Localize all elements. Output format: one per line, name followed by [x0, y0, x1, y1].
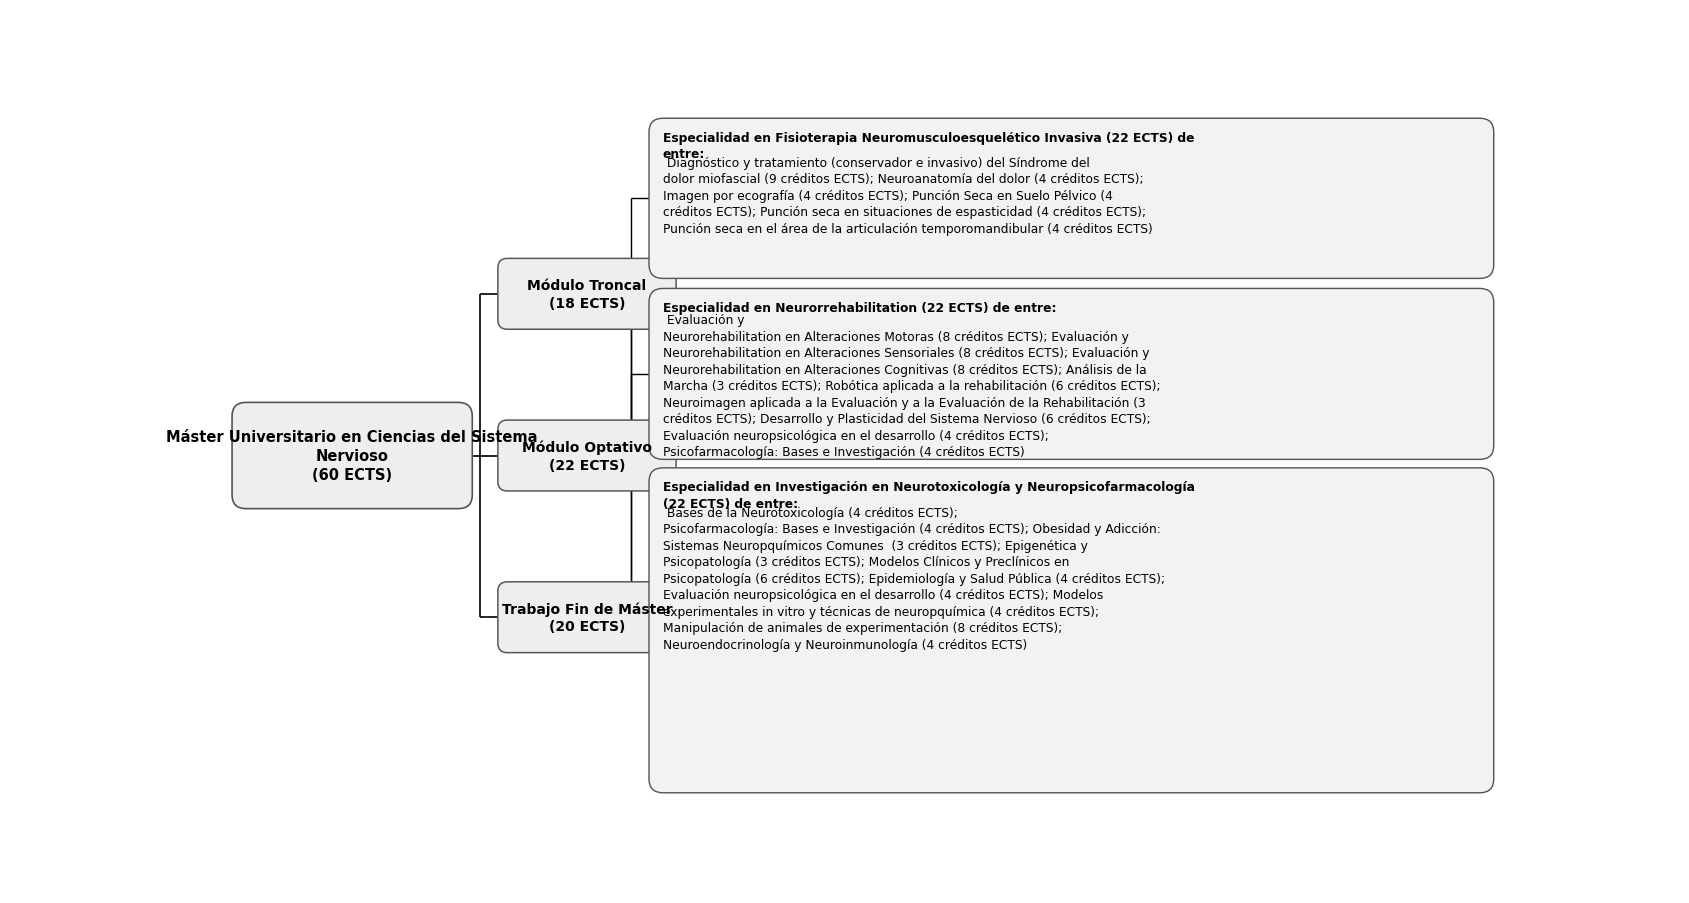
- Text: Módulo Optativo
(22 ECTS): Módulo Optativo (22 ECTS): [522, 440, 652, 472]
- Text: Especialidad en Fisioterapia Neuromusculoesquelético Invasiva (22 ECTS) de
entre: Especialidad en Fisioterapia Neuromuscul…: [664, 132, 1194, 161]
- Text: Evaluación y
Neurorehabilitation en Alteraciones Motoras (8 créditos ECTS); Eval: Evaluación y Neurorehabilitation en Alte…: [664, 314, 1160, 459]
- Text: Especialidad en Investigación en Neurotoxicología y Neuropsicofarmacología
(22 E: Especialidad en Investigación en Neuroto…: [664, 480, 1194, 510]
- FancyBboxPatch shape: [649, 469, 1493, 793]
- Text: Especialidad en Neurorrehabilitation (22 ECTS) de entre:: Especialidad en Neurorrehabilitation (22…: [664, 302, 1056, 314]
- Text: Máster Universitario en Ciencias del Sistema
Nervioso
(60 ECTS): Máster Universitario en Ciencias del Sis…: [167, 429, 537, 483]
- FancyBboxPatch shape: [498, 259, 676, 330]
- FancyBboxPatch shape: [231, 403, 473, 509]
- Text: Diagnóstico y tratamiento (conservador e invasivo) del Síndrome del
dolor miofas: Diagnóstico y tratamiento (conservador e…: [664, 157, 1152, 236]
- FancyBboxPatch shape: [498, 582, 676, 653]
- FancyBboxPatch shape: [649, 289, 1493, 460]
- Text: Módulo Troncal
(18 ECTS): Módulo Troncal (18 ECTS): [527, 279, 647, 311]
- FancyBboxPatch shape: [498, 421, 676, 491]
- Text: Trabajo Fin de Máster
(20 ECTS): Trabajo Fin de Máster (20 ECTS): [502, 601, 672, 634]
- FancyBboxPatch shape: [649, 119, 1493, 279]
- Text: Bases de la Neurotoxicología (4 créditos ECTS);
Psicofarmacología: Bases e Inves: Bases de la Neurotoxicología (4 créditos…: [664, 506, 1165, 651]
